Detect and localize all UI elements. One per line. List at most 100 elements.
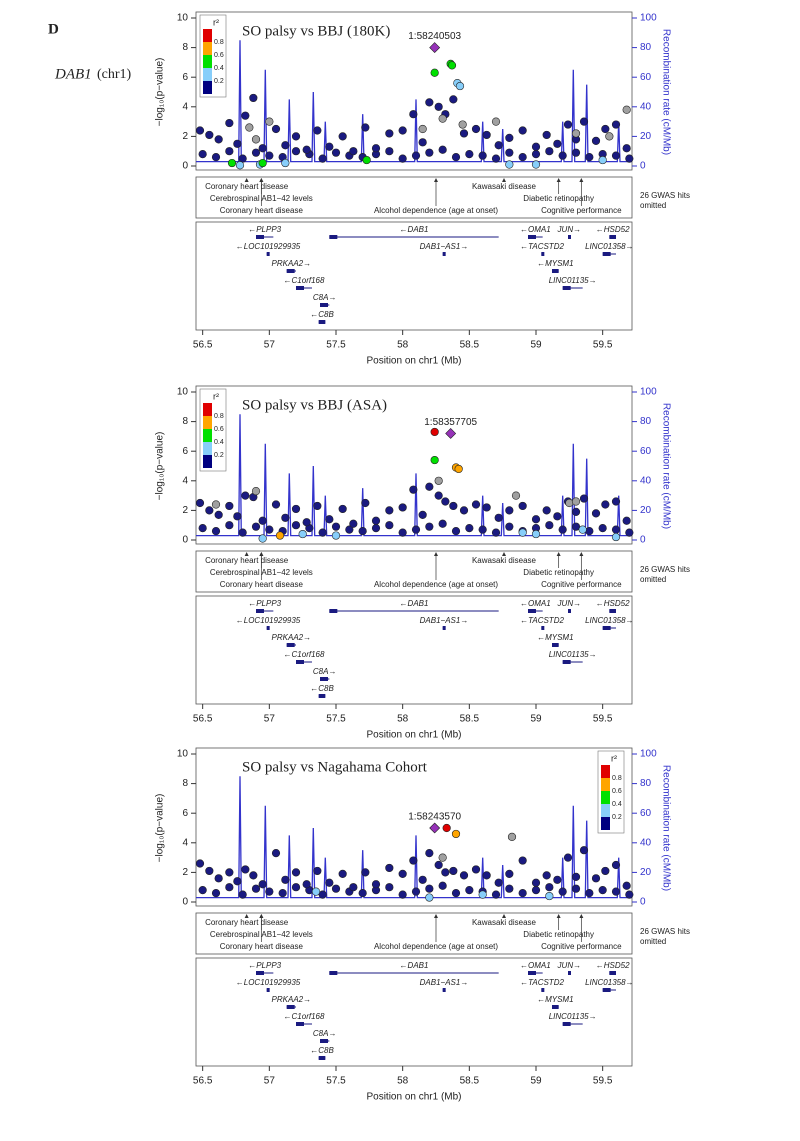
gene-exon	[329, 235, 338, 239]
gene-label: LINC01135→	[549, 276, 597, 285]
gwas-arrowhead	[244, 914, 249, 918]
gene-exon	[286, 1005, 295, 1009]
snp-point	[601, 124, 610, 134]
y2-tick-label: 80	[640, 778, 652, 789]
legend-tick-label: 0.4	[214, 65, 224, 72]
snp-point	[558, 151, 567, 160]
snp-point	[531, 160, 541, 169]
snp-point	[434, 860, 443, 870]
gene-label: PRKAA2→	[272, 259, 312, 268]
gene-label: DAB1−AS1→	[420, 242, 469, 251]
y2-axis-title: Recombination rate (cM/Mb)	[660, 765, 671, 891]
y2-tick-label: 60	[640, 72, 652, 83]
gene-exon	[318, 694, 326, 698]
x-tick-label: 57.5	[326, 714, 346, 725]
y-tick-label: 2	[182, 505, 188, 516]
snp-point	[491, 528, 501, 537]
snp-point	[258, 158, 267, 168]
snp-point	[425, 482, 434, 491]
x-tick-label: 58	[397, 714, 409, 725]
snp-point	[449, 95, 458, 104]
snp-point	[601, 500, 610, 509]
snp-point	[471, 500, 481, 509]
plot-frame	[195, 747, 633, 907]
legend-tick-label: 0.4	[612, 801, 622, 808]
legend-swatch	[203, 55, 212, 68]
locus-gene: DAB1	[54, 66, 92, 82]
gwas-label: Coronary heart disease	[220, 942, 304, 951]
snp-point	[425, 148, 434, 157]
x-tick-label: 57	[264, 714, 276, 725]
snp-point	[251, 135, 261, 144]
gene-exon	[528, 235, 536, 239]
gwas-label: Cognitive performance	[541, 206, 622, 215]
snp-point	[611, 887, 621, 896]
snp-point	[507, 832, 517, 841]
gene-label: ←OMA1	[520, 961, 551, 970]
snp-point	[371, 144, 381, 153]
snp-point	[349, 883, 358, 892]
snp-point	[361, 498, 370, 508]
snp-point	[385, 863, 394, 873]
snp-point	[265, 887, 274, 896]
snp-point	[438, 519, 447, 528]
x-tick-label: 56.5	[193, 1076, 213, 1087]
snp-point	[205, 130, 214, 140]
snp-point	[505, 869, 514, 878]
gwas-arrowhead	[579, 178, 584, 182]
snp-point	[545, 147, 554, 156]
snp-point	[291, 521, 301, 530]
gwas-label: Cognitive performance	[541, 580, 622, 589]
snp-point	[563, 120, 573, 129]
snp-point	[385, 129, 394, 138]
y2-tick-label: 40	[640, 837, 652, 848]
gwas-arrowhead	[579, 552, 584, 556]
gwas-label: Kawasaki disease	[472, 182, 537, 191]
snp-point	[425, 893, 434, 902]
y-tick-label: 4	[182, 837, 188, 848]
snp-point	[291, 883, 301, 892]
legend-tick-label: 0.6	[214, 52, 224, 59]
snp-point	[411, 887, 421, 896]
snp-point	[455, 81, 465, 91]
snp-point	[385, 147, 394, 156]
snp-point	[611, 860, 621, 870]
gwas-arrowhead	[244, 178, 249, 182]
snp-point	[214, 135, 223, 144]
gene-label: ←MYSM1	[537, 995, 573, 1004]
x-axis-title: Position on chr1 (Mb)	[366, 730, 461, 741]
snp-point	[325, 142, 334, 151]
recombination-line	[196, 40, 632, 163]
snp-point	[385, 883, 394, 892]
gene-label: ←HSD52	[596, 599, 630, 608]
x-tick-label: 59.5	[593, 340, 613, 351]
snp-point	[622, 144, 631, 153]
gene-exon	[442, 252, 446, 256]
y2-tick-label: 40	[640, 475, 652, 486]
snp-point	[241, 865, 250, 874]
gene-label: ←C8B	[310, 684, 334, 693]
gene-exon	[266, 252, 270, 256]
legend-title: r²	[611, 753, 617, 763]
snp-point	[331, 884, 341, 893]
gene-exon	[442, 626, 446, 630]
y2-axis-title: Recombination rate (cM/Mb)	[660, 29, 671, 155]
gene-exon	[609, 609, 616, 613]
snp-point	[518, 889, 527, 898]
snp-point	[438, 881, 447, 890]
y-tick-label: 2	[182, 867, 188, 878]
gwas-label: Alcohol dependence (age at onset)	[374, 206, 498, 215]
gwas-label: Diabetic retinopathy	[523, 930, 594, 939]
snp-point	[571, 507, 581, 516]
snp-point	[291, 147, 301, 156]
y2-tick-label: 100	[640, 13, 657, 24]
snp-point	[598, 886, 607, 895]
snp-point	[545, 891, 554, 901]
panel-label: D	[48, 21, 59, 37]
legend-title: r²	[213, 391, 219, 401]
gene-label: ←PLPP3	[248, 599, 281, 608]
snp-point	[434, 476, 443, 485]
snp-point	[585, 527, 594, 536]
snp-point	[482, 130, 491, 140]
gene-exon	[266, 626, 270, 630]
